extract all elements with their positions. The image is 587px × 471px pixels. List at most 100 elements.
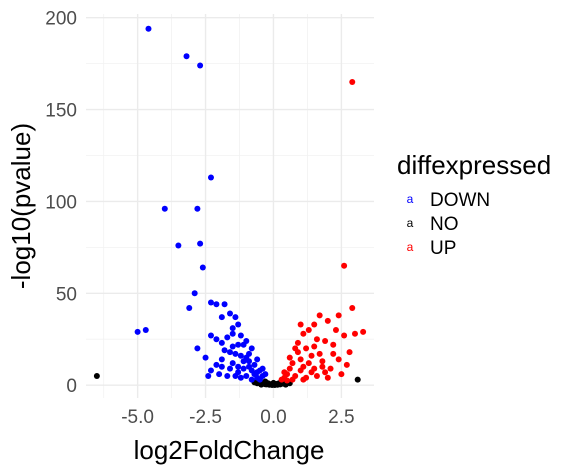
legend-keys: a DOWN a NO a UP — [407, 190, 491, 259]
point-down — [175, 242, 182, 249]
point-up — [341, 332, 348, 339]
y-axis-title: -log10(pvalue) — [6, 123, 36, 289]
y-tick-label: 150 — [45, 101, 77, 122]
point-down — [213, 301, 220, 308]
point-up — [335, 356, 342, 363]
point-up — [289, 376, 296, 383]
legend: diffexpressed a DOWN a NO a UP — [397, 150, 551, 259]
point-up — [324, 317, 331, 324]
x-tick-label: 0.0 — [260, 407, 286, 428]
point-up — [294, 339, 301, 346]
x-axis-title: log2FoldChange — [134, 435, 325, 465]
point-down — [232, 350, 239, 357]
point-up — [311, 321, 318, 328]
point-down — [197, 240, 204, 247]
point-no — [258, 381, 265, 388]
point-down — [218, 314, 225, 321]
point-up — [286, 354, 293, 361]
point-up — [311, 343, 318, 350]
y-tick-labels: 0 50 100 150 200 — [45, 9, 77, 397]
point-up — [351, 330, 358, 337]
point-down — [194, 205, 201, 212]
point-down — [254, 356, 261, 363]
point-down — [207, 332, 214, 339]
point-down — [183, 53, 190, 60]
point-down — [262, 371, 269, 378]
point-down — [240, 358, 247, 365]
point-down — [213, 336, 220, 343]
point-down — [237, 332, 244, 339]
point-up — [300, 376, 307, 383]
point-up — [297, 321, 304, 328]
point-down — [205, 372, 212, 379]
point-up — [284, 377, 291, 384]
point-up — [300, 363, 307, 370]
point-no — [354, 376, 361, 383]
point-up — [335, 312, 342, 319]
point-up — [303, 345, 310, 352]
point-down — [229, 325, 236, 332]
point-down — [246, 350, 253, 357]
point-up — [289, 360, 296, 367]
point-down — [197, 62, 204, 69]
point-down — [248, 345, 255, 352]
point-down — [229, 343, 236, 350]
point-up — [338, 371, 345, 378]
point-up — [305, 360, 312, 367]
point-down — [227, 365, 233, 372]
y-tick-label: 200 — [45, 9, 77, 30]
point-up — [332, 327, 339, 334]
legend-key-glyph: a — [407, 216, 414, 230]
point-up — [349, 304, 356, 311]
point-down — [191, 290, 198, 297]
y-tick-label: 50 — [56, 284, 77, 305]
point-down — [235, 321, 242, 328]
point-up — [360, 328, 367, 335]
point-down — [246, 358, 253, 365]
point-down — [229, 360, 236, 367]
point-down — [235, 363, 242, 370]
point-down — [218, 363, 225, 370]
point-down — [216, 371, 223, 378]
point-no — [269, 381, 276, 388]
point-up — [311, 365, 318, 372]
legend-title: diffexpressed — [397, 150, 551, 180]
point-up — [319, 363, 326, 370]
point-down — [259, 365, 266, 372]
legend-key-glyph: a — [407, 240, 414, 254]
data-points — [93, 25, 367, 388]
minor-gridlines — [86, 14, 374, 398]
point-down — [207, 174, 214, 181]
point-down — [221, 347, 228, 354]
y-tick-label: 0 — [66, 376, 77, 397]
point-up — [343, 361, 350, 368]
y-tick-label: 100 — [45, 192, 77, 213]
point-up — [341, 262, 348, 269]
legend-label: NO — [430, 214, 459, 235]
point-down — [251, 361, 258, 368]
point-up — [300, 330, 307, 337]
point-up — [278, 376, 285, 383]
point-down — [161, 205, 168, 212]
point-down — [235, 369, 242, 376]
x-tick-label: -2.5 — [189, 407, 222, 428]
point-down — [237, 352, 244, 359]
point-down — [142, 327, 149, 334]
point-up — [346, 349, 353, 356]
x-tick-label: 2.5 — [328, 407, 354, 428]
point-down — [134, 328, 141, 335]
point-up — [316, 350, 323, 357]
point-up — [330, 350, 337, 357]
point-down — [207, 367, 214, 374]
point-down — [224, 334, 231, 341]
point-up — [297, 356, 304, 363]
point-up — [305, 327, 312, 334]
legend-key-glyph: a — [407, 192, 414, 206]
point-down — [227, 310, 233, 317]
x-tick-labels: -5.0 -2.5 0.0 2.5 — [121, 407, 354, 428]
point-down — [213, 361, 220, 368]
point-down — [227, 349, 233, 356]
point-up — [292, 345, 299, 352]
point-up — [322, 338, 329, 345]
